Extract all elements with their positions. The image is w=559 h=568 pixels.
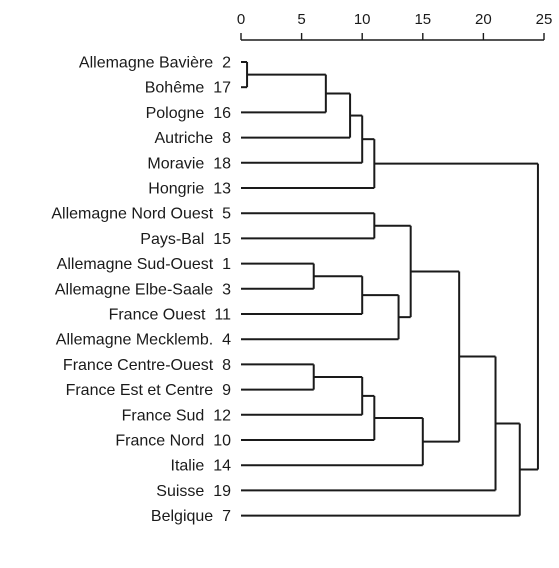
leaf-gap (204, 105, 213, 122)
leaf-number: 12 (213, 407, 231, 424)
leaf-number: 17 (213, 80, 231, 97)
leaf-gap (213, 508, 222, 525)
leaf-number: 8 (222, 357, 231, 374)
leaf-number: 3 (222, 281, 231, 298)
leaf-gap (204, 458, 213, 475)
distance-axis: 0 5 10 15 20 25 (237, 11, 553, 41)
leaf-label: France Nord 10 (115, 433, 231, 450)
leaf-name: Autriche (155, 130, 214, 147)
leaf-name: France Centre-Ouest (63, 357, 214, 374)
leaf-gap (213, 382, 222, 399)
leaf-label: Autriche 8 (155, 130, 232, 147)
leaf-number: 16 (213, 105, 231, 122)
leaf-gap (206, 307, 215, 324)
leaf-gap (213, 55, 222, 72)
leaf-label: Allemagne Nord Ouest 5 (51, 206, 231, 223)
leaf-name: France Sud (122, 407, 205, 424)
leaf-name: Allemagne Elbe-Saale (55, 281, 213, 298)
leaf-name: Italie (171, 458, 205, 475)
leaf-gap (213, 130, 222, 147)
leaf-name: Suisse (156, 483, 204, 500)
axis-tick-label: 15 (414, 11, 431, 28)
leaf-number: 15 (213, 231, 231, 248)
leaf-label: France Sud 12 (122, 407, 232, 424)
leaf-label: Suisse 19 (156, 483, 231, 500)
leaf-label: Bohême 17 (145, 80, 231, 97)
leaf-name: France Nord (115, 433, 204, 450)
leaf-number: 2 (222, 55, 231, 72)
leaf-label: Moravie 18 (147, 155, 231, 172)
leaf-name: Hongrie (148, 181, 204, 198)
leaf-number: 8 (222, 130, 231, 147)
axis-tick-label: 20 (475, 11, 492, 28)
leaf-gap (213, 332, 222, 349)
leaf-number: 9 (222, 382, 231, 399)
leaf-number: 10 (213, 433, 231, 450)
leaf-number: 5 (222, 206, 231, 223)
leaf-name: France Est et Centre (66, 382, 214, 399)
leaf-name: Allemagne Nord Ouest (51, 206, 213, 223)
leaf-gap (204, 231, 213, 248)
leaf-label: France Ouest 11 (109, 307, 232, 324)
leaf-gap (213, 206, 222, 223)
leaf-label: Allemagne Elbe-Saale 3 (55, 281, 231, 298)
leaf-name: Pays-Bal (140, 231, 204, 248)
leaf-number: 7 (222, 508, 231, 525)
leaf-gap (204, 483, 213, 500)
leaf-label: Italie 14 (171, 458, 232, 475)
leaf-number: 18 (213, 155, 231, 172)
leaf-gap (204, 433, 213, 450)
axis-tick-label: 10 (354, 11, 371, 28)
leaf-number: 11 (214, 307, 231, 324)
leaf-number: 4 (222, 332, 231, 349)
leaf-name: Allemagne Sud-Ouest (57, 256, 214, 273)
leaf-number: 19 (213, 483, 231, 500)
leaf-number: 14 (213, 458, 231, 475)
leaf-gap (213, 281, 222, 298)
leaf-label: Allemagne Bavière 2 (79, 55, 231, 72)
leaf-label: Pays-Bal 15 (140, 231, 231, 248)
cluster-links (241, 61, 539, 517)
leaf-label: Pologne 16 (146, 105, 232, 122)
axis-tick-label: 25 (536, 11, 553, 28)
leaf-label: France Est et Centre 9 (66, 382, 232, 399)
leaf-name: Belgique (151, 508, 213, 525)
leaf-number: 1 (222, 256, 231, 273)
leaf-label: Allemagne Mecklemb. 4 (56, 332, 231, 349)
leaf-name: Allemagne Mecklemb. (56, 332, 213, 349)
leaf-label: Belgique 7 (151, 508, 231, 525)
axis-tick-label: 5 (297, 11, 305, 28)
leaf-label: Allemagne Sud-Ouest 1 (57, 256, 231, 273)
leaf-gap (213, 357, 222, 374)
leaf-name: Allemagne Bavière (79, 55, 213, 72)
leaf-gap (213, 256, 222, 273)
axis-tick-label: 0 (237, 11, 245, 28)
leaf-name: France Ouest (109, 307, 206, 324)
leaf-number: 13 (213, 181, 231, 198)
leaf-gap (204, 80, 213, 97)
leaf-name: Pologne (146, 105, 205, 122)
leaf-label: France Centre-Ouest 8 (63, 357, 231, 374)
leaf-name: Moravie (147, 155, 204, 172)
leaf-gap (204, 407, 213, 424)
leaf-name: Bohême (145, 80, 205, 97)
leaf-gap (204, 155, 213, 172)
leaf-gap (204, 181, 213, 198)
leaf-label: Hongrie 13 (148, 181, 231, 198)
